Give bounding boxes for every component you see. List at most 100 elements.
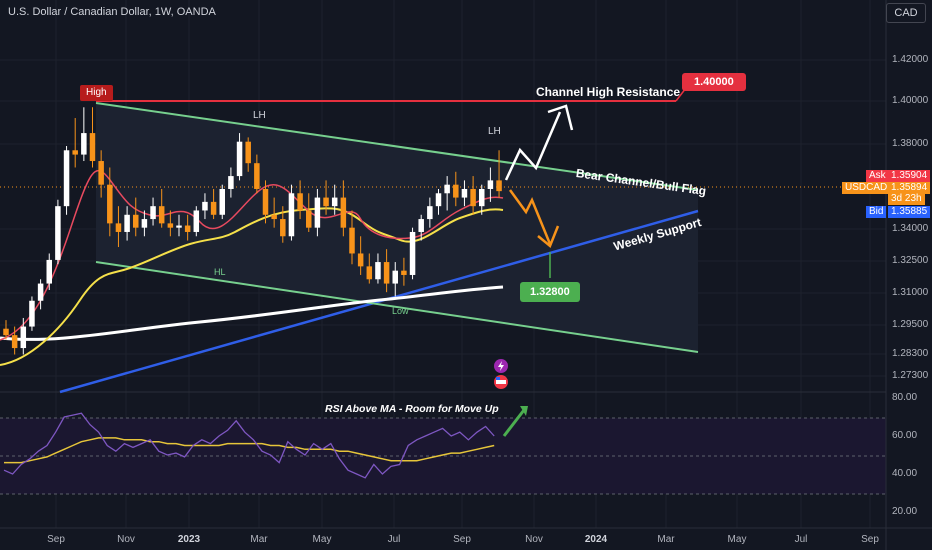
candle[interactable] [453,184,459,198]
candle[interactable] [55,206,61,260]
candle[interactable] [479,188,485,207]
price-tick: 1.28300 [892,348,929,359]
candle[interactable] [20,326,27,349]
candle[interactable] [314,197,321,228]
ma-slow-line [0,285,504,341]
candle[interactable] [280,219,286,237]
candle[interactable] [401,270,407,275]
price-tick: 1.40000 [892,95,929,106]
candle[interactable] [81,133,87,155]
rsi-up-arrow [502,409,526,437]
candle[interactable] [210,201,217,215]
candle[interactable] [167,223,174,228]
channel-resistance-label[interactable]: Channel High Resistance [536,85,681,99]
candle[interactable] [98,161,104,185]
candle[interactable] [158,206,165,224]
candle[interactable] [3,328,9,336]
candle[interactable] [254,163,260,189]
time-tick: Jul [387,534,401,545]
candle[interactable] [409,231,416,275]
ma-mid-line [0,207,504,366]
price-tick: 1.34000 [892,223,929,234]
candle[interactable] [288,193,295,237]
candle[interactable] [141,219,148,228]
time-tick: Nov [117,534,135,545]
candle[interactable] [184,225,191,232]
price-tick: 1.42000 [892,54,929,65]
candle[interactable] [63,150,70,207]
rsi-tick: 40.00 [892,468,918,479]
ask-value: 1.35904 [888,170,931,182]
candle[interactable] [435,193,442,207]
rsi-tick: 60.00 [892,430,918,441]
last-price-tag: 1.35894 [888,182,931,194]
lh-right-label[interactable]: LH [488,126,501,137]
bear-projection-arrow [508,189,552,245]
candle[interactable] [115,223,122,232]
candle[interactable] [262,188,269,215]
hl-label[interactable]: HL [214,267,226,277]
high-label[interactable]: High [80,85,113,101]
candle[interactable] [228,176,234,189]
candle[interactable] [357,253,364,267]
candle[interactable] [89,133,96,162]
time-tick: 2023 [177,534,201,545]
candle[interactable] [418,219,424,232]
candle[interactable] [236,141,243,177]
rsi-tick: 20.00 [892,506,918,517]
candle[interactable] [383,262,390,284]
candle[interactable] [202,201,208,211]
candle[interactable] [133,214,139,228]
candle[interactable] [392,270,399,284]
candle[interactable] [150,206,156,220]
rsi-tick: 80.00 [892,392,918,403]
candle[interactable] [176,225,182,228]
time-tick: Mar [250,534,268,545]
candle[interactable] [245,141,251,164]
candle[interactable] [107,184,113,224]
price-tick: 1.32500 [892,255,929,266]
time-tick: 2024 [584,534,608,545]
rsi-note-label[interactable]: RSI Above MA - Room for Move Up [325,403,499,415]
candle[interactable] [340,197,347,228]
candle[interactable] [72,150,78,155]
channel-lower-line[interactable] [95,261,699,353]
time-tick: Jul [794,534,808,545]
price-tick: 1.27300 [892,370,929,381]
candle[interactable] [427,206,433,220]
low-label[interactable]: Low [392,306,409,316]
candle[interactable] [470,188,476,207]
candle[interactable] [219,188,226,215]
candle[interactable] [271,214,277,220]
support-price-tag[interactable]: 1.32800 [520,282,580,302]
candle[interactable] [46,259,53,284]
candle[interactable] [487,180,494,189]
price-tick: 1.31000 [892,287,929,298]
candle[interactable] [444,184,450,194]
candles-group [3,107,502,355]
candle[interactable] [193,210,200,232]
candle[interactable] [306,210,312,228]
candle[interactable] [297,193,303,211]
time-tick: Sep [47,534,65,545]
currency-button[interactable]: CAD [886,3,926,23]
candle[interactable] [29,300,35,327]
candle[interactable] [375,262,381,280]
candle[interactable] [11,335,18,349]
candle[interactable] [37,283,44,301]
bull-projection-arrow [504,111,562,181]
lh-left-label[interactable]: LH [253,110,266,121]
candle[interactable] [124,214,130,232]
time-tick: Nov [525,534,543,545]
candle[interactable] [349,227,355,254]
resistance-price-tag[interactable]: 1.40000 [682,73,746,91]
bid-label: Bid [866,206,887,218]
candle[interactable] [323,197,329,207]
time-tick: May [727,534,747,545]
candle[interactable] [461,188,468,198]
channel-upper-line[interactable] [95,102,699,191]
candle[interactable] [331,197,338,207]
candle[interactable] [496,180,502,192]
candle[interactable] [366,266,373,280]
